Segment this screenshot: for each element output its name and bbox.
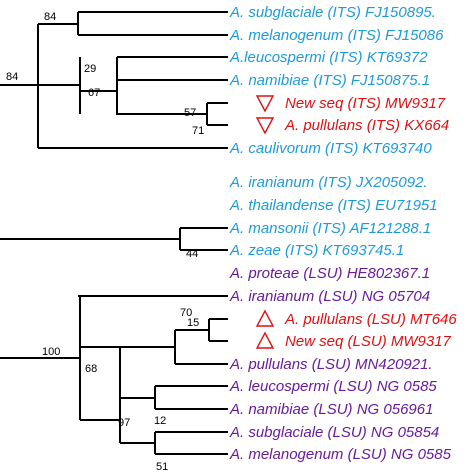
triangle-down-icon — [255, 95, 275, 113]
support-value: 44 — [186, 248, 198, 260]
support-value: 71 — [192, 125, 204, 137]
support-value: 100 — [42, 346, 60, 358]
leaf-label: A. melanogenum (ITS) FJ15086 — [229, 27, 444, 44]
support-value: 12 — [154, 415, 166, 427]
support-value: 97 — [118, 417, 130, 429]
triangle-down-icon — [255, 117, 275, 135]
triangle-up-icon — [255, 309, 275, 327]
leaf-label: A. namibiae (ITS) FJ150875.1 — [229, 72, 430, 89]
leaf-label: A. zeae (ITS) KT693745.1 — [229, 242, 404, 259]
support-value: 84 — [44, 11, 56, 23]
leaf-label: New seq (LSU) MW9317 — [285, 333, 452, 350]
clade-branch — [116, 68, 180, 115]
triangle-up-icon — [255, 331, 275, 349]
leaf-label: A. iranianum (ITS) JX205092. — [229, 174, 428, 191]
leaf-label: New seq (ITS) MW9317 — [285, 95, 446, 112]
support-value: 57 — [184, 107, 196, 119]
leaf-label: A. pullulans (LSU) MN420921. — [229, 356, 433, 373]
support-value: 68 — [85, 363, 97, 375]
support-value: 51 — [156, 461, 168, 473]
tree-branches — [0, 11, 228, 455]
leaf-label: A. leucospermi (LSU) NG 0585 — [229, 378, 437, 395]
leaf-label: A. subglaciale (ITS) FJ150895. — [229, 4, 436, 21]
support-value: 84 — [6, 71, 18, 83]
support-value: 15 — [187, 317, 199, 329]
leaf-label: A. proteae (LSU) HE802367.1 — [229, 265, 430, 282]
leaf-label: A.leucospermi (ITS) KT69372 — [229, 49, 428, 66]
support-value: 67 — [88, 87, 100, 99]
leaf-label: A. caulivorum (ITS) KT693740 — [229, 140, 432, 157]
leaf-label: A. pullulans (ITS) KX664 — [284, 117, 449, 134]
leaf-label: A. pullulans (LSU) MT646 — [284, 311, 457, 328]
support-value: 70 — [180, 307, 192, 319]
leaf-label: A. subglaciale (LSU) NG 05854 — [229, 424, 439, 441]
leaf-label: A. thailandense (ITS) EU71951 — [229, 197, 438, 214]
leaf-label: A. melanogenum (LSU) NG 0585 — [229, 446, 452, 463]
leaf-labels: A. subglaciale (ITS) FJ150895. A. melanog… — [229, 4, 457, 463]
leaf-label: A. iranianum (LSU) NG 05704 — [229, 288, 430, 305]
support-value: 29 — [84, 63, 96, 75]
leaf-label: A. mansonii (ITS) AF121288.1 — [229, 220, 431, 237]
leaf-label: A. namibiae (LSU) NG 056961 — [229, 401, 433, 418]
